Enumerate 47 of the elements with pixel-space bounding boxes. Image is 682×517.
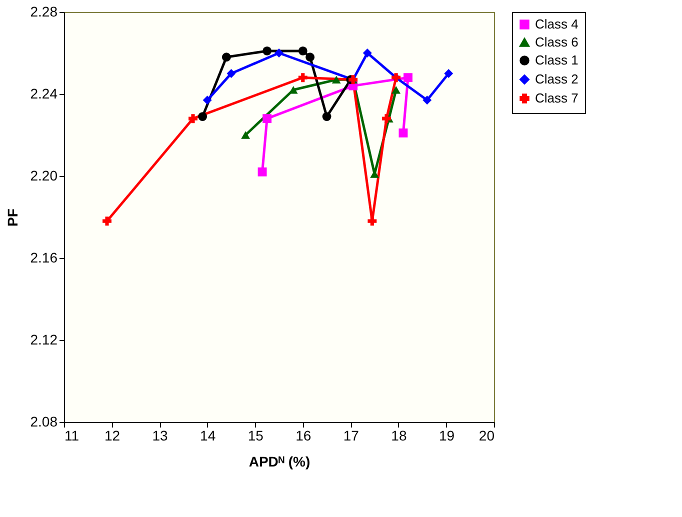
x-tick-label: 13 xyxy=(152,428,168,444)
x-tick-label: 14 xyxy=(200,428,216,444)
x-tick-label: 16 xyxy=(296,428,312,444)
point xyxy=(362,48,372,58)
point xyxy=(332,76,341,84)
y-tick-label: 2.12 xyxy=(30,332,58,348)
y-tick-label: 2.24 xyxy=(30,86,58,102)
point xyxy=(102,216,112,226)
legend-label: Class 1 xyxy=(535,52,578,68)
x-tick-label: 15 xyxy=(248,428,264,444)
point xyxy=(188,114,198,124)
point xyxy=(422,96,432,105)
y-tick-label: 2.08 xyxy=(30,414,58,430)
point xyxy=(306,52,315,62)
x-tick-label: 11 xyxy=(64,428,80,444)
legend-label: Class 7 xyxy=(535,90,578,106)
y-tick-label: 2.16 xyxy=(30,250,58,266)
point xyxy=(444,69,454,78)
point xyxy=(222,52,231,62)
x-tick-label: 19 xyxy=(438,428,455,444)
point xyxy=(198,112,208,122)
x-axis-title: APDᴺ (%) xyxy=(248,454,310,470)
y-tick-label: 2.20 xyxy=(30,168,58,184)
x-tick-label: 20 xyxy=(478,428,495,444)
point xyxy=(382,114,391,124)
x-tick-label: 12 xyxy=(104,428,120,444)
point xyxy=(241,131,250,139)
point xyxy=(262,46,272,56)
point xyxy=(274,48,284,58)
point xyxy=(258,167,267,176)
point xyxy=(298,73,308,82)
legend-label: Class 6 xyxy=(535,34,578,50)
legend-label: Class 2 xyxy=(535,72,578,86)
point xyxy=(398,128,408,138)
point xyxy=(392,86,401,94)
x-tick-label: 17 xyxy=(343,428,360,444)
y-tick-label: 2.28 xyxy=(30,4,58,20)
point xyxy=(322,112,332,122)
legend-label: Class 4 xyxy=(535,16,578,32)
point xyxy=(298,46,308,56)
point xyxy=(202,96,212,105)
x-tick-label: 18 xyxy=(391,428,407,444)
point xyxy=(226,69,236,78)
point xyxy=(262,114,272,124)
y-axis-title: PF xyxy=(4,208,20,226)
point xyxy=(368,216,377,226)
point xyxy=(404,73,412,82)
